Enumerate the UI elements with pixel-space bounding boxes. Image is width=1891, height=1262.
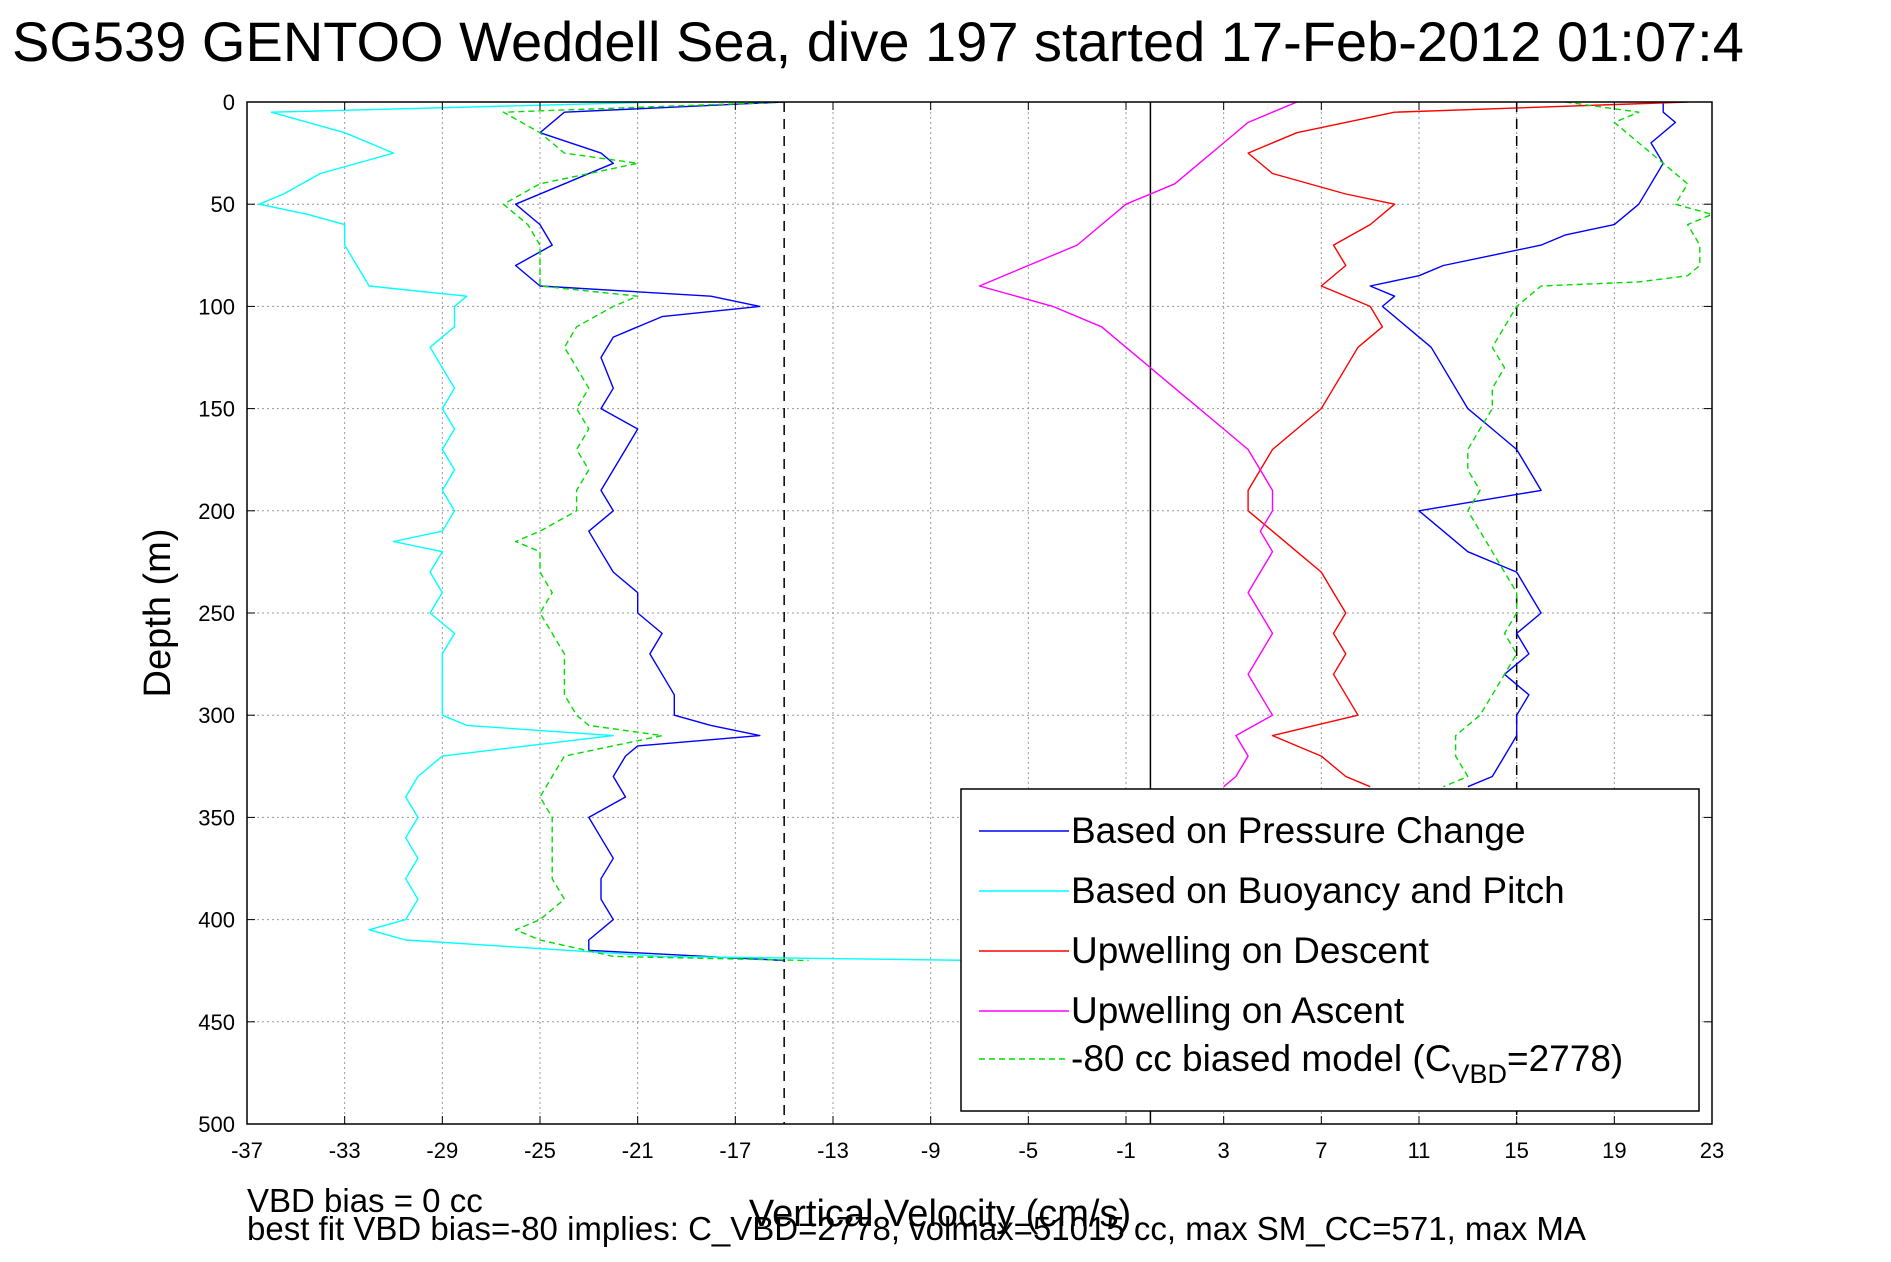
y-tick-label: 100 [198,294,235,319]
x-tick-label: -25 [524,1138,556,1163]
x-tick-label: 23 [1700,1138,1724,1163]
x-tick-label: -9 [921,1138,941,1163]
series-line [978,102,1298,788]
x-tick-label: 15 [1504,1138,1528,1163]
y-tick-label: 200 [198,499,235,524]
x-tick-label: 3 [1218,1138,1230,1163]
series-line [1247,102,1688,788]
y-tick-label: 250 [198,601,235,626]
y-tick-label: 400 [198,908,235,933]
series-group [258,102,1712,962]
legend-label: Based on Buoyancy and Pitch [1071,870,1565,911]
legend: Based on Pressure Change Based on Buoyanc… [960,788,1700,1112]
x-tick-label: -13 [817,1138,849,1163]
x-tick-label: 11 [1408,1138,1431,1163]
y-tick-label: 0 [223,90,235,115]
series-line [514,102,1677,962]
y-tick-label: 500 [198,1112,235,1137]
x-tick-label: -37 [231,1138,263,1163]
x-tick-label: -17 [719,1138,751,1163]
x-axis-label: Vertical Velocity (cm/s) [749,1193,1131,1235]
legend-label: Upwelling on Ascent [1071,990,1405,1031]
x-tick-label: -1 [1116,1138,1136,1163]
legend-label: Based on Pressure Change [1071,810,1526,851]
chart-title: SG539 GENTOO Weddell Sea, dive 197 start… [12,10,1744,73]
y-tick-label: 150 [198,397,235,422]
x-tick-label: 7 [1315,1138,1327,1163]
y-axis-ticks: 0 50 100 150 200 250 300 350 400 450 500 [198,90,1712,1137]
legend-box [960,788,1700,1112]
footer-bias-line: VBD bias = 0 cc [247,1182,483,1219]
y-axis-label: Depth (m) [137,529,179,698]
x-tick-label: -29 [426,1138,458,1163]
x-tick-label: -5 [1019,1138,1039,1163]
series-line [258,102,980,962]
x-axis-ticks: -37 -33 -29 -25 -21 -17 -13 -9 -5 -1 3 7 11 15 19 23 [231,102,1724,1163]
x-tick-label: -21 [622,1138,654,1163]
y-tick-label: 350 [198,805,235,830]
legend-label: Upwelling on Descent [1071,930,1430,971]
y-tick-label: 50 [211,192,235,217]
y-tick-label: 300 [198,703,235,728]
x-tick-label: -33 [329,1138,361,1163]
series-line [502,102,1712,962]
footer-bestfit-line: best fit VBD bias=-80 implies: C_VBD=277… [247,1210,1586,1247]
y-tick-label: 450 [198,1010,235,1035]
x-tick-label: 19 [1602,1138,1626,1163]
